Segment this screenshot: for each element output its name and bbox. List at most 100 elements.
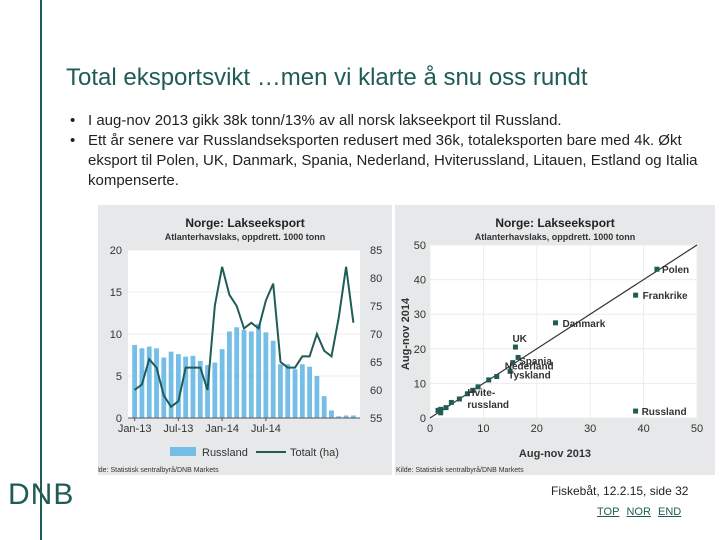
chart-source: Kilde: Statistisk sentralbyrå/DNB Market… <box>396 466 524 474</box>
scatter-point <box>448 399 454 405</box>
bullet-dot-icon: • <box>70 132 76 149</box>
bar <box>278 364 283 418</box>
bar <box>292 369 298 418</box>
scatter-point <box>435 407 441 413</box>
scatter-point <box>475 384 481 390</box>
chart-source: Kilde: Statistisk sentralbyrå/DNB Market… <box>98 466 219 474</box>
bar <box>270 340 276 418</box>
x-tick-label: Jan-13 <box>118 423 152 435</box>
bar-line-chart: Norge: Lakseeksport Atlanterhavslaks, opp… <box>98 216 382 474</box>
bar <box>183 356 189 418</box>
bar <box>336 416 342 418</box>
bar <box>227 331 232 418</box>
scatter-point <box>470 387 476 393</box>
bar <box>212 362 218 418</box>
bar <box>314 376 320 418</box>
bar <box>190 355 196 418</box>
scatter-point <box>515 354 521 360</box>
scatter-point <box>654 266 660 272</box>
scatter-point <box>552 320 558 326</box>
bar <box>299 364 305 418</box>
x-tick-label: Jul-14 <box>251 423 281 435</box>
scatter-chart-panel: Norge: Lakseeksport Atlanterhavslaks, opp… <box>395 205 715 475</box>
x-tick-label: 30 <box>584 423 596 435</box>
chart-title: Norge: Lakseeksport <box>185 216 304 230</box>
bar <box>329 410 334 418</box>
y2-tick-label: 85 <box>370 245 382 257</box>
chart-subtitle: Atlanterhavslaks, oppdrett. 1000 tonn <box>475 232 636 242</box>
bar <box>248 331 254 418</box>
nor-link[interactable]: NOR <box>626 506 651 518</box>
chart-subtitle: Atlanterhavslaks, oppdrett. 1000 tonn <box>165 232 326 242</box>
slide-title: Total eksportsvikt …men vi klarte å snu … <box>66 64 588 91</box>
bar <box>168 351 174 418</box>
y-tick-label: 10 <box>110 329 122 341</box>
y2-tick-label: 60 <box>370 385 382 397</box>
bullet-item: • Ett år senere var Russlandseksporten r… <box>70 131 710 191</box>
y-tick-label: 40 <box>414 275 426 287</box>
bar <box>205 365 210 418</box>
chart-title: Norge: Lakseeksport <box>495 216 614 230</box>
bullet-text: Ett år senere var Russlandseksporten red… <box>88 132 698 189</box>
point-label-hviterussland: Hvite- <box>467 388 495 399</box>
point-label-frankrike: Frankrike <box>643 291 688 302</box>
point-label-spania: Spania <box>519 356 552 367</box>
point-label-tyskland: Tyskland <box>508 370 551 381</box>
scatter-point <box>512 344 518 350</box>
x-tick-label: 40 <box>637 423 649 435</box>
y2-tick-label: 55 <box>370 413 382 425</box>
scatter-chart: Norge: Lakseeksport Atlanterhavslaks, opp… <box>396 216 703 474</box>
x-tick-label: 50 <box>691 423 703 435</box>
dnb-logo: DNB <box>8 478 75 511</box>
x-tick-label: 0 <box>427 423 433 435</box>
bar <box>154 348 159 418</box>
bar <box>307 366 313 418</box>
scatter-point <box>633 408 639 414</box>
point-label-russland: Russland <box>642 407 687 418</box>
bullet-item: • I aug-nov 2013 gikk 38k tonn/13% av al… <box>70 111 710 131</box>
scatter-point <box>494 373 500 379</box>
bar <box>175 354 181 418</box>
y-axis-label: Aug-nov 2014 <box>400 297 412 370</box>
y-tick-label: 5 <box>116 371 122 383</box>
point-label-uk: UK <box>512 334 527 345</box>
y-tick-label: 20 <box>110 245 122 257</box>
scatter-point <box>443 405 449 411</box>
point-label-danmark: Danmark <box>562 319 605 330</box>
point-label-hviterussland: russland <box>467 400 509 411</box>
scatter-point <box>507 368 513 374</box>
y-tick-label: 0 <box>420 413 426 425</box>
y-tick-label: 50 <box>414 240 426 252</box>
legend-label-totalt: Totalt (ha) <box>290 447 339 459</box>
top-link[interactable]: TOP <box>597 506 620 518</box>
bullet-dot-icon: • <box>70 112 76 129</box>
scatter-point <box>486 377 492 383</box>
bar <box>285 364 291 418</box>
bar <box>219 349 225 418</box>
y2-tick-label: 75 <box>370 301 382 313</box>
bar <box>343 415 349 418</box>
bar <box>350 415 356 418</box>
scatter-point <box>438 406 444 412</box>
scatter-point <box>510 360 516 366</box>
bar <box>197 360 203 418</box>
footer-text: Fiskebåt, 12.2.15, side 32 <box>551 484 689 498</box>
scatter-point <box>438 410 444 416</box>
total-line <box>133 266 355 409</box>
bar <box>161 357 167 418</box>
x-tick-label: 10 <box>477 423 489 435</box>
x-tick-label: Jan-14 <box>205 423 239 435</box>
bar <box>256 323 261 418</box>
y-tick-label: 30 <box>414 309 426 321</box>
footer-links: TOP NOR END <box>597 506 685 518</box>
bar <box>263 332 269 418</box>
bar-line-chart-panel: Norge: Lakseeksport Atlanterhavslaks, opp… <box>98 205 392 475</box>
y2-tick-label: 80 <box>370 273 382 285</box>
x-tick-label: 20 <box>531 423 543 435</box>
y-tick-label: 20 <box>414 344 426 356</box>
left-accent-line <box>40 0 42 540</box>
bar <box>234 327 240 418</box>
end-link[interactable]: END <box>658 506 682 518</box>
y2-tick-label: 70 <box>370 329 382 341</box>
point-label-nederland: Nederland <box>505 362 554 373</box>
